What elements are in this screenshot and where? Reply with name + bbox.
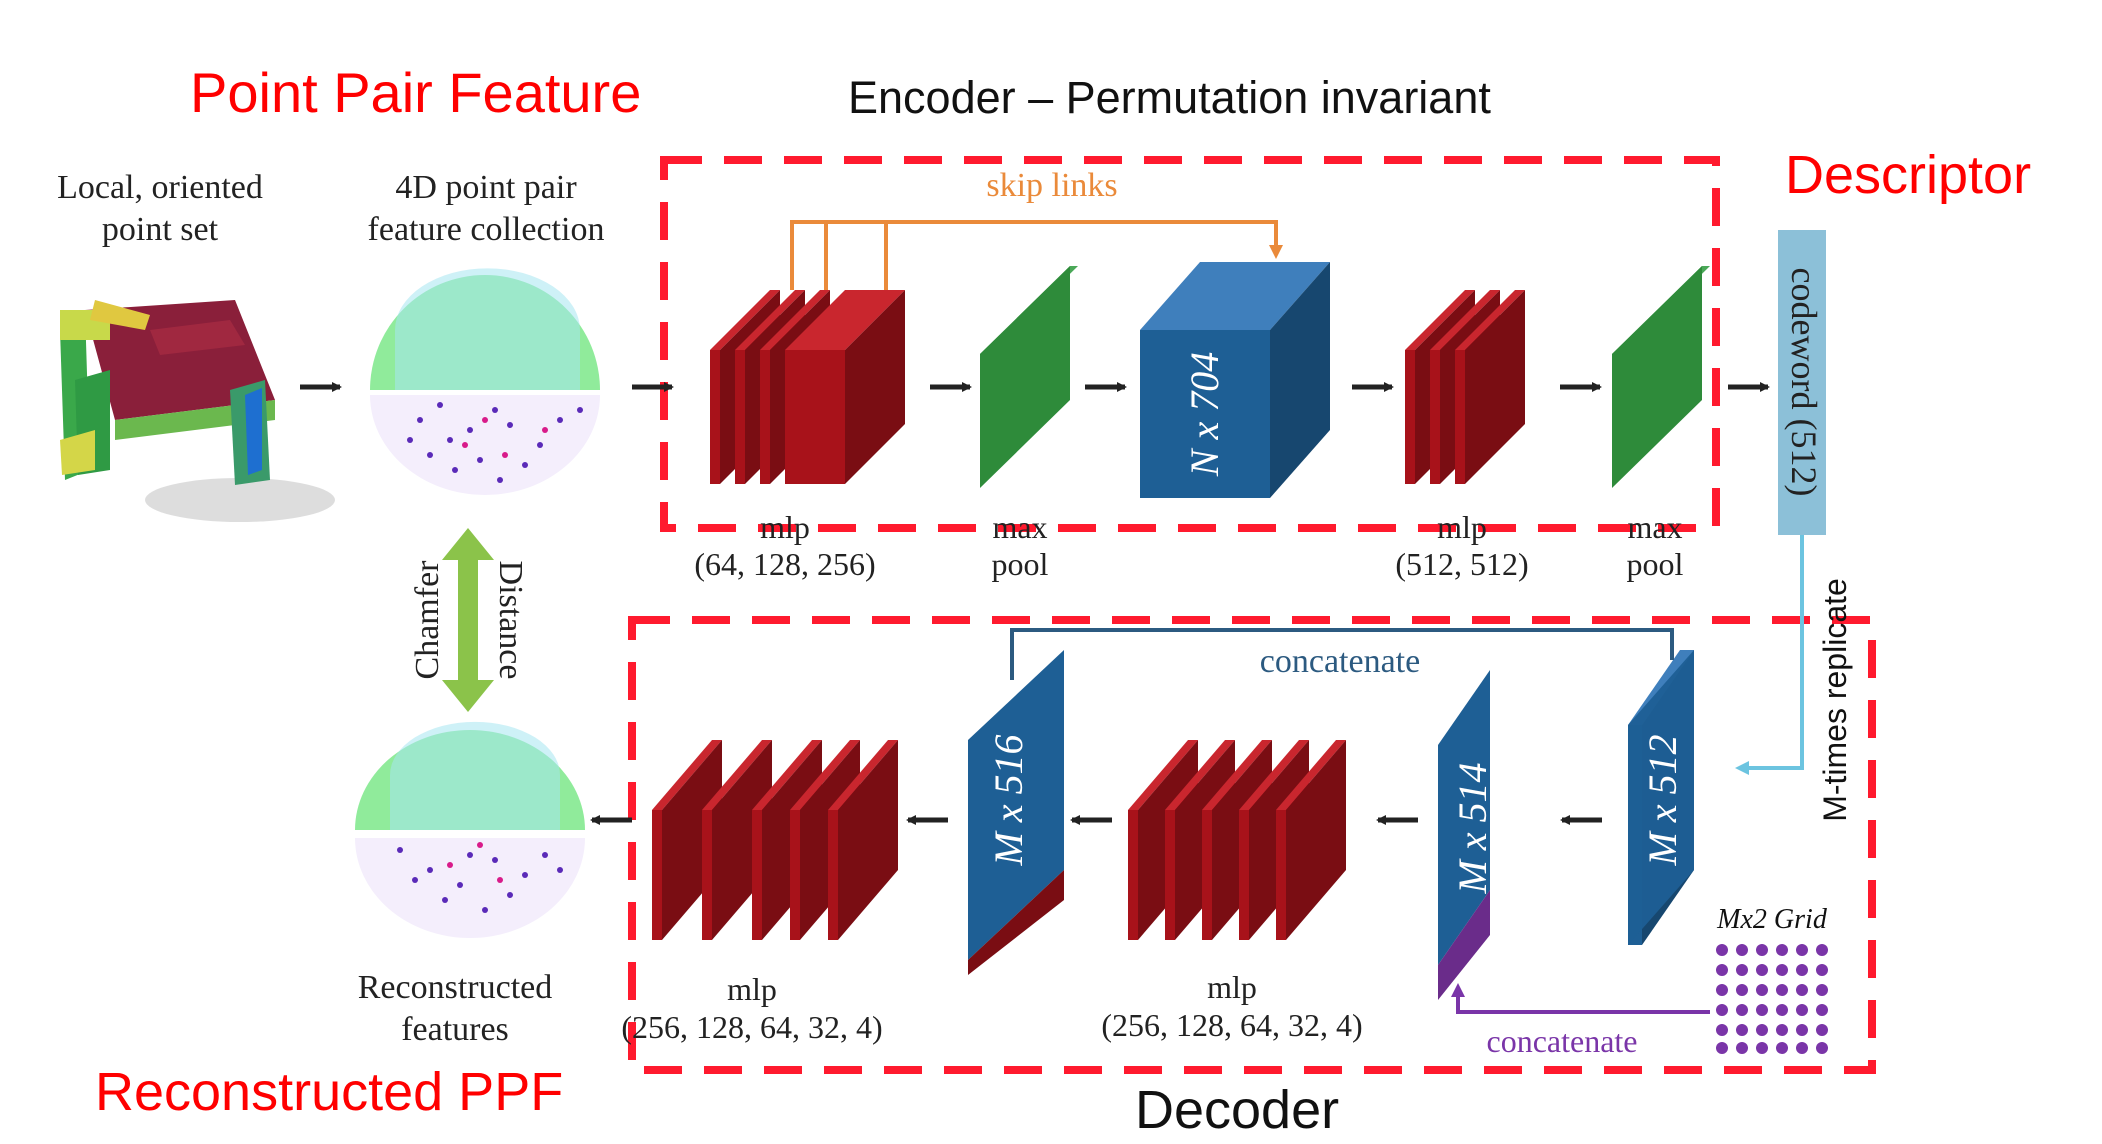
label-decoder-mlp-right-dims: (256, 128, 64, 32, 4) — [1101, 1007, 1362, 1043]
block-n704 — [1140, 262, 1330, 498]
replicate-arrow — [1735, 535, 1804, 775]
label-codeword: codeword (512) — [1784, 268, 1824, 497]
mlp-slab — [652, 740, 722, 940]
title-reconstructed-ppf: Reconstructed PPF — [95, 1062, 563, 1122]
title-point-pair-feature: Point Pair Feature — [190, 61, 641, 124]
encoder-mlp2-layers — [1405, 290, 1525, 484]
encoder-dashed-box — [660, 156, 1720, 532]
label-m-times-replicate: M-times replicate — [1817, 578, 1853, 822]
mlp-slab — [1455, 290, 1525, 484]
title-decoder: Decoder — [1135, 1080, 1339, 1140]
label-distance: Distance — [492, 561, 529, 680]
label-maxpool1-pool: pool — [992, 546, 1049, 582]
ppf-cloud-reconstructed — [355, 721, 585, 938]
encoder-maxpool1 — [980, 266, 1078, 488]
label-reconstructed: Reconstructed — [358, 969, 553, 1006]
label-block-n704: N x 704 — [1182, 352, 1227, 477]
label-maxpool2-pool: pool — [1627, 546, 1684, 582]
label-local-oriented: Local, oriented — [57, 169, 263, 206]
label-encoder-mlp1: mlp — [760, 509, 810, 545]
label-skip-links: skip links — [986, 167, 1117, 204]
grid-concatenate-arrow — [1451, 983, 1710, 1014]
chair-point-cloud-image — [60, 300, 335, 522]
label-chamfer: Chamfer — [409, 560, 446, 680]
mlp-slab — [702, 740, 772, 940]
mlp-slab — [785, 290, 905, 484]
label-feature-collection: feature collection — [368, 211, 605, 248]
codeword-bar — [1778, 230, 1826, 535]
mx2-grid-dots — [1716, 944, 1828, 1054]
label-maxpool1-max: max — [992, 509, 1047, 545]
decoder-mlp-right-layers — [1128, 740, 1346, 940]
chamfer-distance-arrow — [442, 528, 494, 712]
label-block-m512: M x 512 — [1640, 734, 1685, 866]
label-block-m514: M x 514 — [1450, 762, 1495, 894]
label-encoder-mlp1-dims: (64, 128, 256) — [694, 546, 875, 582]
mlp-slab — [1276, 740, 1346, 940]
label-decoder-mlp-left: mlp — [727, 971, 777, 1007]
label-mx2-grid: Mx2 Grid — [1716, 904, 1828, 935]
encoder-mlp1-layers — [710, 290, 905, 484]
title-encoder: Encoder – Permutation invariant — [848, 72, 1491, 123]
decoder-dashed-box — [628, 616, 1876, 1074]
block-m514 — [1438, 670, 1490, 1000]
label-block-m516: M x 516 — [986, 734, 1031, 866]
label-features: features — [401, 1011, 509, 1048]
decoder-mlp-left-layers — [652, 740, 898, 940]
label-encoder-mlp2: mlp — [1437, 509, 1487, 545]
label-point-set: point set — [102, 211, 219, 248]
label-maxpool2-max: max — [1627, 509, 1682, 545]
ppf-cloud-top — [370, 268, 600, 495]
label-encoder-mlp2-dims: (512, 512) — [1395, 546, 1528, 582]
concatenate-top-bracket — [1010, 628, 1674, 680]
label-decoder-mlp-right: mlp — [1207, 969, 1257, 1005]
block-m512 — [1628, 650, 1694, 945]
encoder-maxpool2 — [1612, 266, 1710, 488]
mlp-slab — [828, 740, 898, 940]
title-descriptor: Descriptor — [1785, 145, 2031, 205]
label-concatenate-top: concatenate — [1260, 643, 1420, 680]
label-concatenate-bottom: concatenate — [1487, 1023, 1638, 1059]
block-m516 — [968, 650, 1064, 975]
label-4d-point-pair: 4D point pair — [395, 169, 577, 206]
label-decoder-mlp-left-dims: (256, 128, 64, 32, 4) — [621, 1009, 882, 1045]
skip-links-arrow — [790, 220, 1283, 290]
